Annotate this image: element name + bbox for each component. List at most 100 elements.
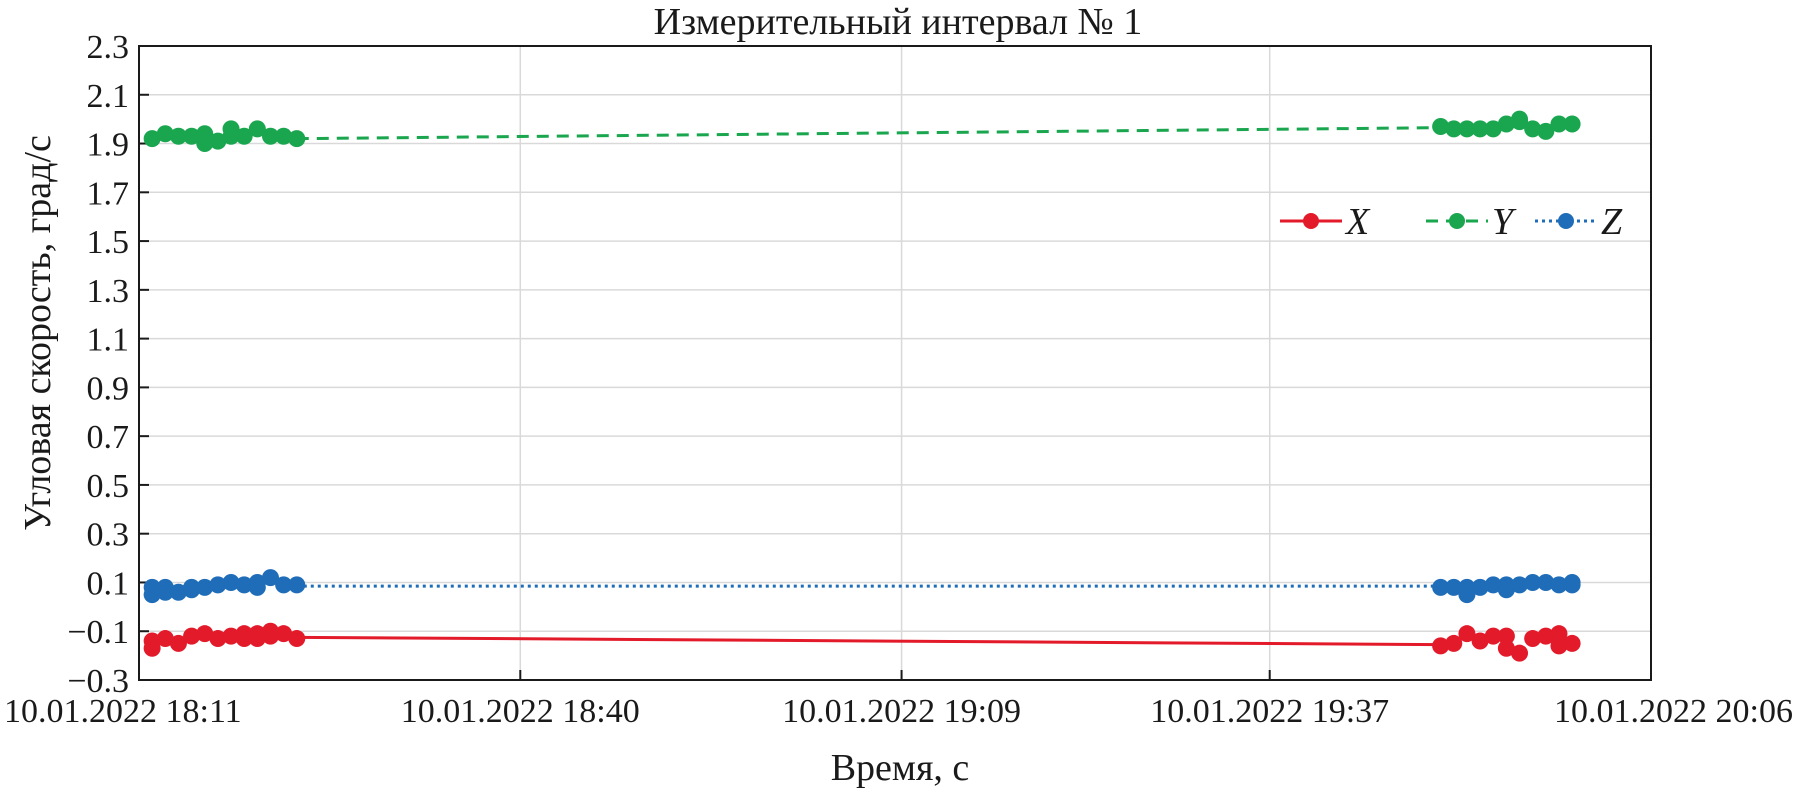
data-point [1471, 120, 1489, 138]
data-point [1537, 627, 1555, 645]
data-point [1458, 586, 1476, 604]
data-point [261, 569, 279, 587]
data-point [288, 576, 306, 594]
legend-item-x: X [1280, 201, 1371, 243]
y-tick-label: 1.5 [87, 224, 130, 261]
data-point [261, 627, 279, 645]
data-point [222, 627, 240, 645]
data-point [156, 630, 174, 648]
data-point [275, 576, 293, 594]
y-tick-label: 0.7 [87, 419, 130, 456]
data-point [1484, 120, 1502, 138]
x-axis-label: Время, с [831, 747, 970, 789]
legend-label: Z [1601, 201, 1623, 243]
data-point [1445, 634, 1463, 652]
y-tick-label: 0.3 [87, 517, 130, 554]
data-point [156, 125, 174, 143]
x-tick-label: 10.01.2022 19:09 [782, 693, 1021, 730]
data-point [1445, 120, 1463, 138]
data-point [288, 630, 306, 648]
data-point [288, 130, 306, 148]
data-point [169, 583, 187, 601]
data-point [1445, 578, 1463, 596]
data-point [1458, 120, 1476, 138]
data-point [248, 120, 266, 138]
data-point [1497, 581, 1515, 599]
y-tick-label: 1.7 [87, 175, 130, 212]
series-line-x [296, 635, 1441, 647]
data-point [1563, 573, 1581, 591]
data-point [1550, 637, 1568, 655]
data-point [143, 586, 161, 604]
series-line-y [296, 126, 1441, 141]
data-point [183, 581, 201, 599]
x-tick-label: 10.01.2022 20:06 [1554, 693, 1793, 730]
data-point [248, 630, 266, 648]
data-point [1484, 576, 1502, 594]
data-point [275, 625, 293, 643]
y-tick-label: 1.9 [87, 127, 130, 164]
y-tick-label: 2.3 [87, 29, 130, 66]
data-point [1550, 115, 1568, 133]
data-point [1458, 625, 1476, 643]
data-point [275, 127, 293, 145]
data-point [222, 573, 240, 591]
data-point [156, 583, 174, 601]
data-point [1524, 573, 1542, 591]
data-point [1497, 639, 1515, 657]
data-point [1550, 625, 1568, 643]
y-tick-label: 0.1 [87, 565, 130, 602]
data-point [183, 627, 201, 645]
legend-marker [1303, 213, 1319, 229]
x-tick-label: 10.01.2022 18:11 [4, 693, 242, 730]
y-axis-label: Угловая скорость, град/с [17, 135, 59, 531]
data-point [235, 630, 253, 648]
y-tick-label: 2.1 [87, 78, 130, 115]
data-point [1511, 576, 1529, 594]
series-z-points [143, 569, 1581, 604]
legend: X Y Z [1280, 201, 1623, 243]
data-point [1432, 637, 1450, 655]
data-point [183, 127, 201, 145]
y-tick-label: −0.1 [67, 614, 129, 651]
series-points [143, 110, 1581, 662]
legend-item-y: Y [1426, 201, 1517, 243]
series-x-points [143, 622, 1581, 662]
data-point [209, 630, 227, 648]
data-point [261, 127, 279, 145]
data-point [235, 127, 253, 145]
data-point [143, 639, 161, 657]
data-point [196, 625, 214, 643]
data-point [169, 127, 187, 145]
y-tick-label: 1.3 [87, 273, 130, 310]
y-tick-label: 0.9 [87, 370, 130, 407]
data-point [1471, 578, 1489, 596]
data-point [143, 130, 161, 148]
x-tick-label: 10.01.2022 18:40 [401, 693, 640, 730]
axis-ticks: −0.3 −0.1 0.1 0.3 0.5 0.7 0.9 1.1 1.3 1.5 1.7 1.9 2.… [4, 29, 1793, 730]
series-lines [296, 126, 1441, 647]
data-point [1563, 634, 1581, 652]
data-point [1471, 632, 1489, 650]
legend-marker [1449, 213, 1465, 229]
data-point [209, 576, 227, 594]
data-point [1497, 115, 1515, 133]
data-point [1524, 120, 1542, 138]
data-point [222, 127, 240, 145]
data-point [1497, 627, 1515, 645]
data-point [196, 578, 214, 596]
legend-item-z: Z [1535, 201, 1623, 243]
data-point [1524, 630, 1542, 648]
data-point [248, 573, 266, 591]
data-point [169, 634, 187, 652]
chart-title: Измерительный интервал № 1 [654, 1, 1143, 43]
data-point [196, 135, 214, 153]
plot-frame [138, 45, 1652, 681]
data-point [1537, 122, 1555, 140]
y-tick-label: −0.3 [67, 663, 129, 700]
x-tick-label: 10.01.2022 19:37 [1150, 693, 1389, 730]
legend-label: X [1344, 201, 1371, 243]
data-point [1537, 573, 1555, 591]
legend-label: Y [1492, 201, 1517, 243]
